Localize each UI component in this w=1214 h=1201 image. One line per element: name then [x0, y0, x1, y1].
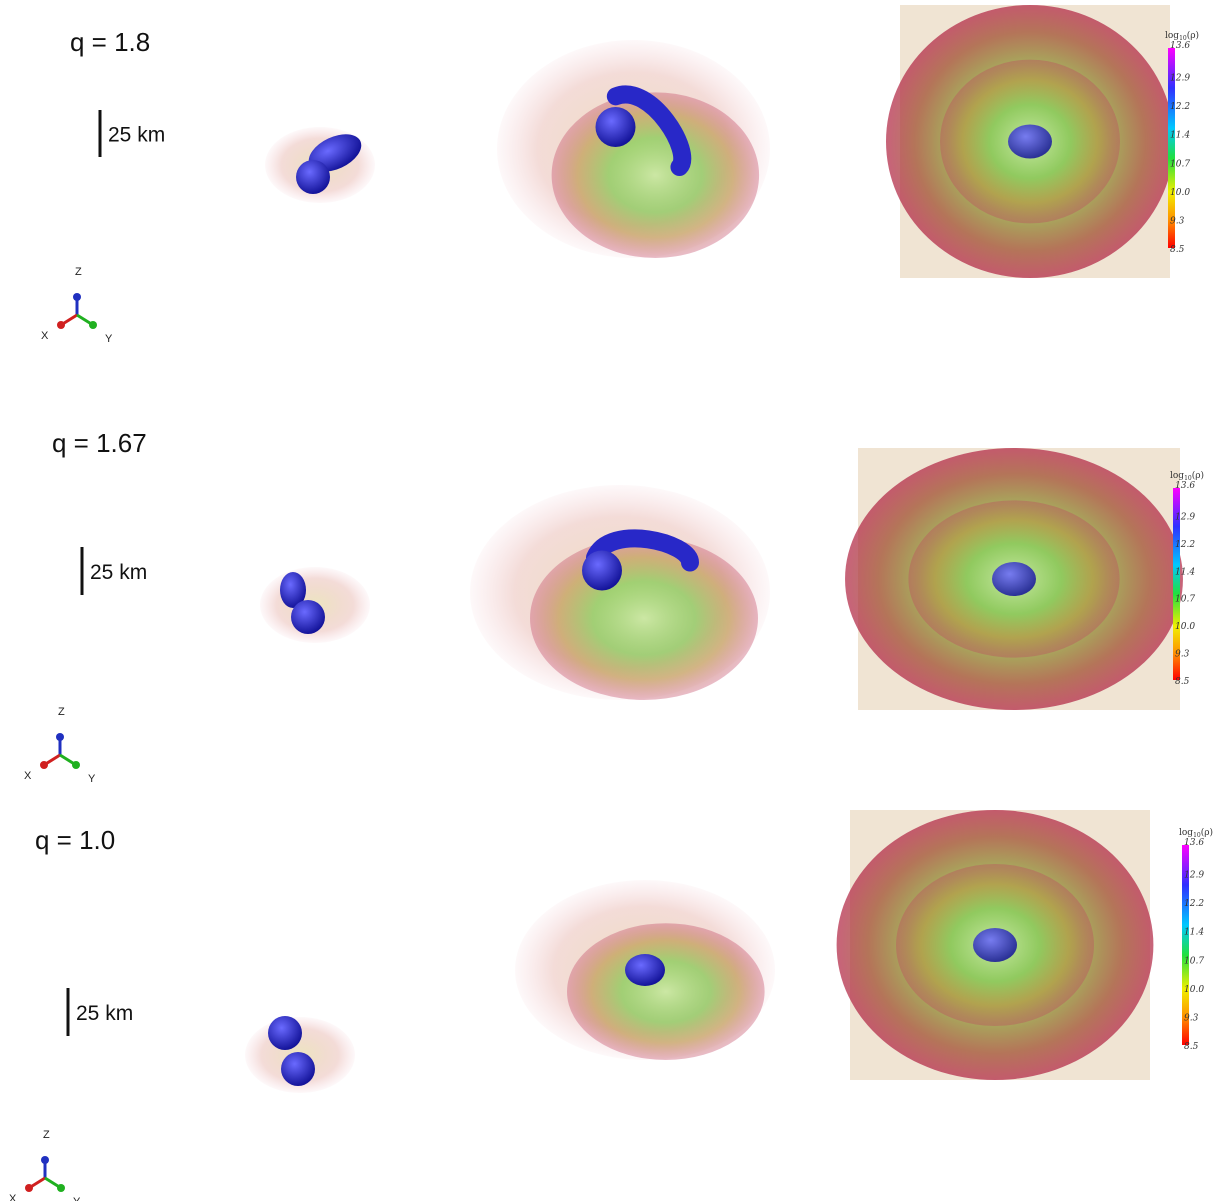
- axis-head: [40, 761, 48, 769]
- colorbar-tick-label: 12.9: [1184, 871, 1204, 881]
- axis-head: [25, 1184, 33, 1192]
- colorbar-tick-label: 8.5: [1184, 1042, 1199, 1052]
- colorbar-tick-label: 10.7: [1184, 956, 1204, 966]
- axis-head: [89, 321, 97, 329]
- colorbar-tick-label: 9.3: [1170, 216, 1185, 226]
- colorbar-tick-label: 13.6: [1170, 41, 1190, 51]
- row: q = 1.025 kmZXYlog10(ρ)13.612.912.211.41…: [9, 810, 1213, 1201]
- axis-head: [57, 321, 65, 329]
- star: [281, 1052, 315, 1086]
- disk: [567, 923, 765, 1060]
- colorbar-tick-label: 10.7: [1170, 159, 1190, 169]
- colorbar-tick-label: 9.3: [1175, 650, 1190, 660]
- colorbar-tick-label: 12.9: [1170, 74, 1190, 84]
- colorbar-tick-label: 8.5: [1170, 245, 1185, 255]
- figure: q = 1.825 kmZXYlog10(ρ)13.612.912.211.41…: [0, 0, 1214, 1201]
- colorbar-title-part: (ρ): [1201, 827, 1213, 838]
- colorbar-tick-label: 11.4: [1170, 131, 1190, 141]
- axis-head: [57, 1184, 65, 1192]
- core: [625, 954, 665, 986]
- colorbar-tick-label: 10.0: [1170, 188, 1190, 198]
- scale-label: 25 km: [108, 124, 165, 147]
- colorbar-tick-label: 12.2: [1170, 102, 1190, 112]
- axis-label: X: [41, 330, 49, 342]
- colorbar-tick-label: 10.0: [1184, 985, 1204, 995]
- axis-head: [72, 761, 80, 769]
- row-label: q = 1.67: [52, 428, 147, 458]
- colorbar-title-part: log: [1179, 828, 1193, 838]
- colorbar-tick-label: 11.4: [1184, 928, 1204, 938]
- axis-label: Z: [43, 1129, 50, 1141]
- star: [268, 1016, 302, 1050]
- colorbar-title-part: log: [1170, 471, 1184, 481]
- colorbar-tick-label: 12.2: [1184, 899, 1204, 909]
- axis-label: Y: [73, 1196, 81, 1201]
- colorbar-title-part: (ρ): [1187, 30, 1199, 41]
- colorbar-tick-label: 12.2: [1175, 540, 1195, 550]
- axis-label: X: [24, 770, 32, 782]
- colorbar-tick-label: 12.9: [1175, 512, 1195, 522]
- axis-label: X: [9, 1193, 17, 1201]
- axis-head: [73, 293, 81, 301]
- axis-label: Y: [88, 773, 96, 785]
- axis-head: [41, 1156, 49, 1164]
- core: [992, 562, 1036, 596]
- star: [296, 160, 330, 194]
- core: [973, 928, 1017, 962]
- row-label: q = 1.8: [70, 27, 150, 57]
- colorbar-tick-label: 13.6: [1175, 481, 1195, 491]
- colorbar-tick-label: 11.4: [1175, 567, 1195, 577]
- scale-label: 25 km: [76, 1002, 133, 1025]
- colorbar-tick-label: 9.3: [1184, 1013, 1199, 1023]
- core: [596, 107, 636, 147]
- axis-label: Z: [75, 266, 82, 278]
- colorbar-title-part: (ρ): [1192, 470, 1204, 481]
- star: [291, 600, 325, 634]
- colorbar-tick-label: 13.6: [1184, 838, 1204, 848]
- colorbar-tick-label: 8.5: [1175, 677, 1190, 687]
- axis-label: Y: [105, 333, 113, 345]
- colorbar-title-part: log: [1165, 31, 1179, 41]
- core: [1008, 125, 1052, 159]
- disk: [530, 537, 758, 700]
- colorbar-tick-label: 10.0: [1175, 622, 1195, 632]
- row-label: q = 1.0: [35, 825, 115, 855]
- axis-head: [56, 733, 64, 741]
- axis-label: Z: [58, 706, 65, 718]
- scale-label: 25 km: [90, 561, 147, 584]
- core: [582, 551, 622, 591]
- colorbar-tick-label: 10.7: [1175, 595, 1195, 605]
